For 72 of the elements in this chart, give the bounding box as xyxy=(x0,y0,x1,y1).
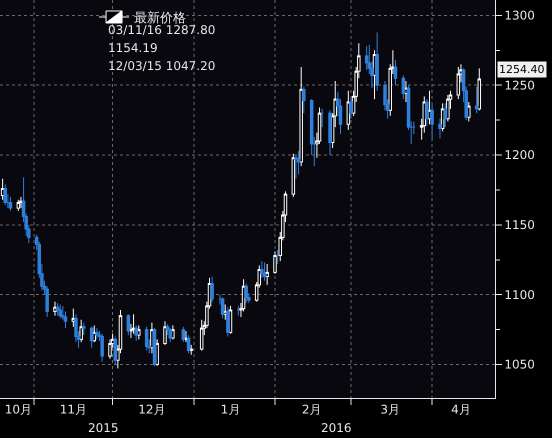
candlestick xyxy=(346,90,350,130)
text: 2015 xyxy=(88,421,119,435)
candlestick xyxy=(58,304,62,319)
x-tick-label: 10月 xyxy=(4,402,32,416)
y-tick-label: 1300 xyxy=(504,8,535,23)
candlestick xyxy=(184,330,188,343)
y-tick-label: 1200 xyxy=(504,148,535,162)
candlestick xyxy=(200,319,204,352)
candlestick xyxy=(292,153,296,198)
candlestick xyxy=(0,178,4,200)
candlestick xyxy=(113,336,117,365)
candlestick xyxy=(56,302,60,316)
candlestick xyxy=(456,66,460,100)
candlestick xyxy=(402,74,406,100)
candlestick xyxy=(134,324,138,342)
candlestick xyxy=(72,308,76,328)
candlestick xyxy=(144,326,148,352)
text: 1254.40 xyxy=(499,63,544,76)
candlestick xyxy=(262,262,266,282)
y-tick-label: 1250 xyxy=(504,78,535,92)
candlestick xyxy=(168,328,172,343)
candlestick xyxy=(394,60,398,86)
candlestick xyxy=(375,32,379,92)
candlestick xyxy=(186,334,190,354)
candlestick xyxy=(260,260,264,278)
y-tick-label: 1150 xyxy=(504,218,535,232)
candlestick xyxy=(150,322,154,354)
candlestick xyxy=(236,305,240,316)
candlestick xyxy=(210,276,214,302)
x-tick-label: 11月 xyxy=(60,402,87,416)
candlestick xyxy=(82,322,86,336)
candlestick xyxy=(299,66,303,167)
candlestick xyxy=(294,154,298,180)
candlestick xyxy=(244,282,248,304)
candlestick xyxy=(428,90,432,125)
candlestick xyxy=(265,263,269,286)
candlestick xyxy=(16,199,20,212)
candlestick xyxy=(276,249,280,264)
y-tick-label: 1100 xyxy=(504,288,535,302)
candlestick xyxy=(189,344,193,356)
candlestick xyxy=(273,250,277,274)
candlestick xyxy=(8,196,12,212)
candlestick xyxy=(430,104,434,140)
x-tick-label: 3月 xyxy=(380,402,400,416)
annotation: 1154.19 xyxy=(108,41,158,55)
candlestick xyxy=(53,301,57,316)
candlestick xyxy=(126,314,130,336)
candlestick xyxy=(3,184,7,206)
candlestick xyxy=(79,319,83,343)
candlestick xyxy=(364,46,368,70)
candlestick xyxy=(296,150,300,176)
candlestick xyxy=(438,118,442,139)
candlestick xyxy=(152,328,156,366)
candlestick xyxy=(132,314,136,334)
x-tick-label: 1月 xyxy=(220,402,240,416)
candlestick xyxy=(320,108,324,128)
candlestick xyxy=(425,98,429,126)
text: 2016 xyxy=(321,421,352,435)
x-tick-label: 12月 xyxy=(138,402,166,416)
candlestick xyxy=(328,110,332,156)
candlestick xyxy=(100,333,104,362)
x-tick-label: 2月 xyxy=(302,402,322,416)
candlestick xyxy=(349,97,353,120)
candlestick xyxy=(19,196,23,209)
candlestick xyxy=(302,86,306,114)
candlestick xyxy=(182,326,186,343)
x-tick-label: 4月 xyxy=(451,402,471,416)
annotation: 12/03/15 1047.20 xyxy=(108,59,216,73)
candlestick xyxy=(443,102,447,128)
candlestick xyxy=(474,86,478,114)
candlestick xyxy=(478,68,482,111)
y-tick-label: 1050 xyxy=(504,358,535,372)
